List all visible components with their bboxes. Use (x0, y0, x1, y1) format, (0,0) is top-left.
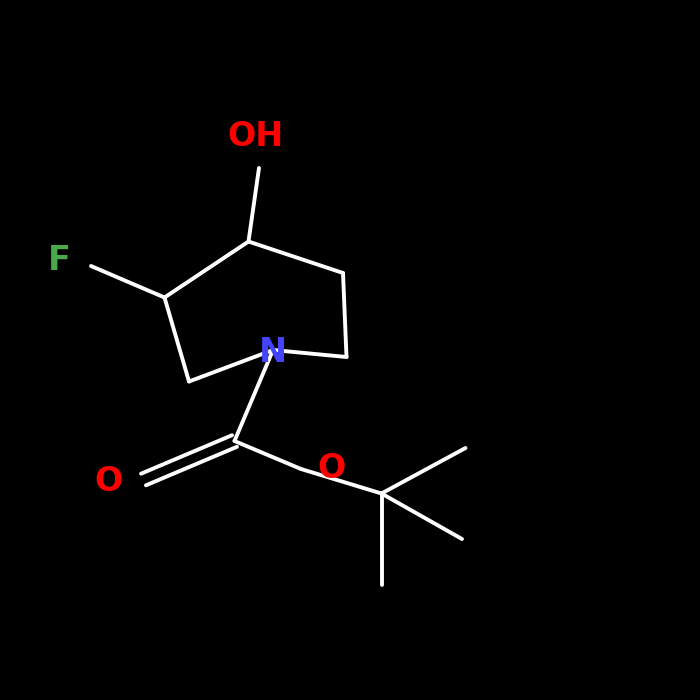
Text: F: F (48, 244, 71, 277)
Text: N: N (259, 335, 287, 369)
Text: O: O (317, 452, 345, 486)
Text: O: O (94, 465, 122, 498)
Text: OH: OH (228, 120, 284, 153)
